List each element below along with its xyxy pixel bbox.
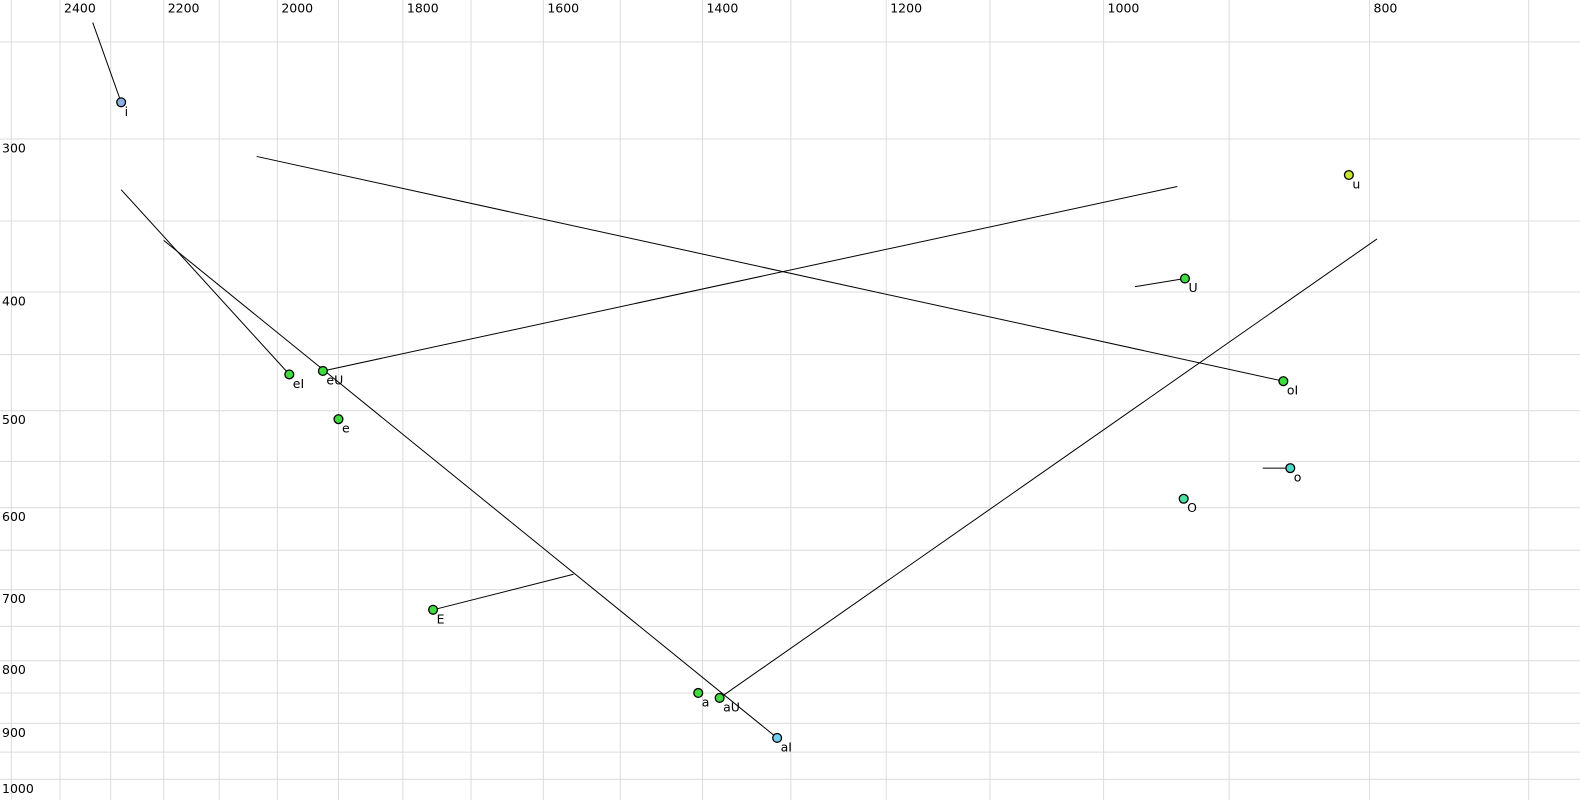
glide-line-i <box>92 22 122 103</box>
y-axis-tick-labels: 300 400 500 600 700 800 900 1000 <box>2 141 34 796</box>
vowel-label-eI: eI <box>293 376 304 391</box>
vowel-point-U <box>1179 273 1190 284</box>
y-tick-label: 700 <box>2 591 26 606</box>
vowel-label-e: e <box>342 421 350 436</box>
glide-line-E <box>432 573 574 611</box>
vowel-label-E: E <box>437 611 445 626</box>
x-tick-label: 1600 <box>547 1 579 16</box>
vowel-label-eU: eU <box>326 372 343 387</box>
x-tick-label: 800 <box>1374 1 1398 16</box>
x-tick-label: 2200 <box>168 1 200 16</box>
y-tick-label: 300 <box>2 141 26 156</box>
vowel-point-O <box>1178 493 1189 504</box>
vowel-points <box>116 97 1354 743</box>
vowel-labels: i u UeI eU e oI o O Ea aU aI <box>125 104 1361 755</box>
glide-line-aU <box>719 238 1378 699</box>
x-tick-label: 2400 <box>64 1 96 16</box>
vowel-point-e <box>333 414 344 425</box>
vowel-label-u: u <box>1352 176 1360 191</box>
vowel-point-E <box>428 604 439 615</box>
vowel-point-eU <box>317 365 328 377</box>
y-tick-label: 500 <box>2 412 26 427</box>
vowel-point-a <box>693 687 704 698</box>
y-tick-label: 800 <box>2 662 26 677</box>
vowel-point-eI <box>284 369 295 380</box>
y-tick-label: 400 <box>2 294 26 309</box>
vowel-point-u <box>1343 169 1354 181</box>
glide-line-eU <box>322 185 1178 372</box>
glide-line-U <box>1134 278 1186 288</box>
y-tick-label: 600 <box>2 509 26 524</box>
vowel-label-aI: aI <box>781 739 792 754</box>
vowel-label-aU: aU <box>723 699 740 714</box>
vowel-point-aI <box>772 732 783 743</box>
vowel-point-o <box>1285 463 1296 474</box>
x-axis-tick-labels: 2400 2200 2000 1800 1600 1400 1200 1000 800 <box>64 1 1397 16</box>
glide-line-aI <box>163 240 778 739</box>
glide-trajectories <box>92 22 1378 739</box>
vowel-point-aU <box>714 692 725 703</box>
vowel-point-i <box>116 97 127 108</box>
y-tick-label: 1000 <box>2 781 34 796</box>
vowel-label-i: i <box>125 104 128 119</box>
vowel-label-a: a <box>702 694 710 709</box>
x-tick-label: 2000 <box>281 1 313 16</box>
vowel-label-oI: oI <box>1287 383 1298 398</box>
vowel-label-o: o <box>1294 470 1302 485</box>
x-tick-label: 1800 <box>407 1 439 16</box>
x-tick-label: 1400 <box>706 1 738 16</box>
vowel-label-U: U <box>1188 280 1197 295</box>
vowel-label-O: O <box>1187 500 1197 515</box>
vowel-point-oI <box>1278 376 1289 387</box>
x-tick-label: 1200 <box>890 1 922 16</box>
glide-line-eI <box>120 189 290 375</box>
x-tick-label: 1000 <box>1108 1 1140 16</box>
y-tick-label: 900 <box>2 725 26 740</box>
glide-line-oI <box>256 155 1284 382</box>
